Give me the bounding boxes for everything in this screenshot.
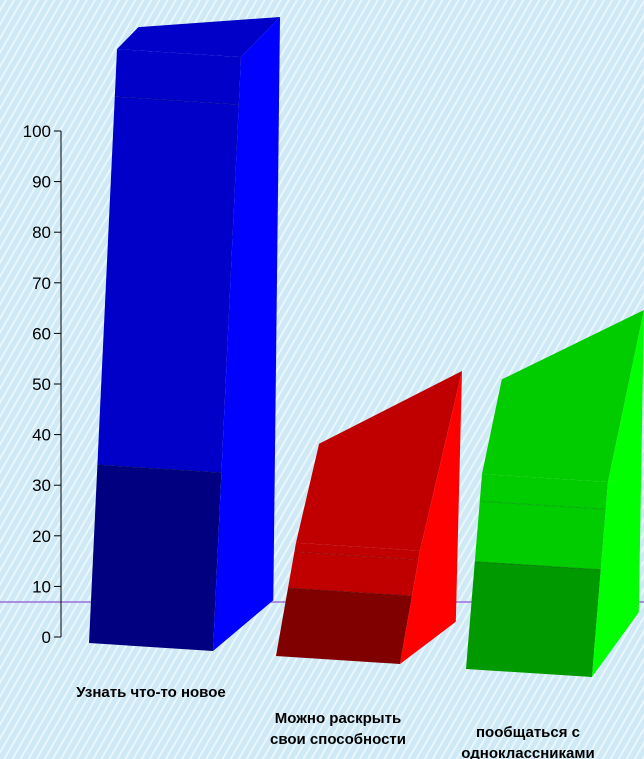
bar-segment-middle xyxy=(97,96,239,473)
bar-segment-edge xyxy=(114,96,239,106)
y-tick-label: 70 xyxy=(32,274,51,293)
y-tick-label: 90 xyxy=(32,173,51,192)
category-label-line: пообщаться с xyxy=(476,724,580,741)
bar-segment-edge xyxy=(294,551,419,561)
bar-top-face xyxy=(296,371,462,551)
category-labels: Узнать что-то новое Можно раскрыть свои сп… xyxy=(76,684,594,759)
bar-side-face xyxy=(592,310,644,677)
bar-side-face xyxy=(213,17,280,651)
bar-1 xyxy=(89,17,280,651)
category-label-1: Узнать что-то новое xyxy=(76,684,225,701)
category-label-line: Узнать что-то новое xyxy=(76,684,225,701)
category-label-3: пообщаться с одноклассниками xyxy=(461,724,594,759)
y-tick-label: 80 xyxy=(32,223,51,242)
bar-2 xyxy=(276,371,462,664)
y-axis: 0 10 20 30 40 50 60 70 80 90 100 xyxy=(23,122,62,647)
bar-segment-edge xyxy=(479,500,606,510)
bar-segment-edge xyxy=(474,561,601,571)
y-tick-label: 60 xyxy=(32,324,51,343)
category-label-line: Можно раскрыть xyxy=(275,710,401,727)
y-tick-label: 20 xyxy=(32,527,51,546)
bars xyxy=(89,17,644,677)
bar-segment-upper xyxy=(114,49,241,105)
y-tick-label: 30 xyxy=(32,476,51,495)
bar-segment-lower xyxy=(466,561,601,677)
bar-segment-upper xyxy=(294,542,420,560)
bar-segment-lower xyxy=(89,464,222,651)
bar-side-face xyxy=(400,371,462,664)
bar-3 xyxy=(466,310,644,677)
y-tick-label: 100 xyxy=(23,122,51,141)
bar-segment-middle xyxy=(288,551,419,596)
bar-segment-edge xyxy=(287,587,413,597)
bar-segment-lower xyxy=(276,588,412,664)
y-tick-label: 0 xyxy=(42,628,51,647)
bar-top-face xyxy=(482,310,644,482)
bar-segment-upper xyxy=(479,474,608,510)
category-label-line: одноклассниками xyxy=(461,745,594,759)
category-label-line: свои способности xyxy=(270,731,406,748)
bar-segment-middle xyxy=(474,501,606,570)
bar-segment-edge xyxy=(97,464,222,474)
y-tick-label: 50 xyxy=(32,375,51,394)
y-tick-label: 40 xyxy=(32,426,51,445)
category-label-2: Можно раскрыть свои способности xyxy=(270,710,406,748)
y-tick-label: 10 xyxy=(32,577,51,596)
bar-top-face xyxy=(117,17,280,58)
